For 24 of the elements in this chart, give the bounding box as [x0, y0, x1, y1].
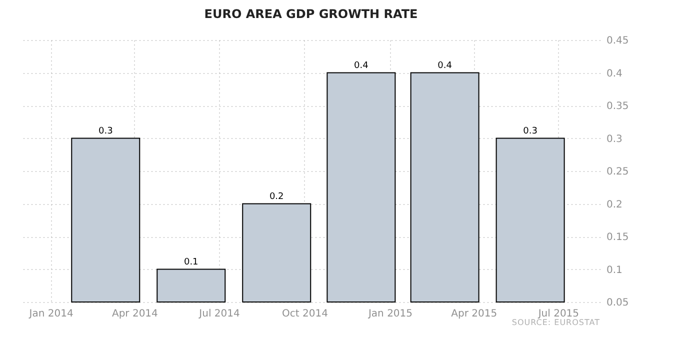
x-tick-label: Jul 2015: [537, 308, 580, 320]
y-tick-label: 0.45: [606, 36, 629, 46]
y-tick-label: 0.3: [606, 134, 622, 145]
data-label: 0.4: [354, 60, 369, 71]
y-tick-label: 0.05: [606, 298, 629, 308]
x-tick-label: Jan 2014: [28, 308, 74, 320]
y-tick-label: 0.4: [606, 68, 622, 80]
chart-title: EURO AREA GDP GROWTH RATE: [204, 7, 418, 21]
data-label: 0.3: [523, 126, 538, 136]
data-label: 0.3: [98, 126, 113, 136]
x-tick-label: Apr 2015: [451, 308, 498, 320]
y-tick-label: 0.35: [606, 101, 629, 112]
x-tick-label: Apr 2014: [112, 308, 158, 320]
data-label: 0.1: [184, 257, 198, 268]
y-tick-label: 0.2: [606, 199, 622, 210]
data-label: 0.4: [438, 60, 452, 71]
y-tick-label: 0.1: [606, 264, 622, 276]
y-tick-label: 0.15: [606, 232, 629, 243]
data-label: 0.2: [269, 192, 284, 202]
x-tick-label: Jan 2015: [367, 308, 413, 320]
x-tick-label: Oct 2014: [282, 308, 328, 320]
y-tick-label: 0.25: [606, 166, 629, 178]
x-tick-label: Jul 2014: [198, 308, 240, 320]
source-note: SOURCE: EUROSTAT: [510, 318, 600, 327]
